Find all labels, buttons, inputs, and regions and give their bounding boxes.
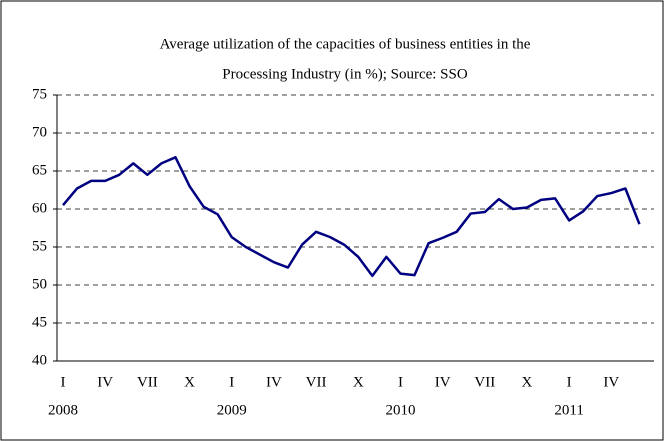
y-tick-label: 50 — [32, 276, 47, 292]
x-tick-label: I — [61, 374, 66, 390]
y-tick-label: 55 — [32, 238, 47, 254]
y-tick-label: 65 — [32, 162, 47, 178]
x-tick-label: VII — [474, 374, 495, 390]
x-tick-label: VII — [137, 374, 158, 390]
x-tick-label: IV — [266, 374, 282, 390]
y-tick-label: 70 — [32, 124, 47, 140]
year-label: 2008 — [48, 402, 78, 418]
y-tick-label: 45 — [32, 314, 47, 330]
chart-title: Processing Industry (in %); Source: SSO — [222, 66, 468, 82]
x-tick-label: X — [522, 374, 533, 390]
year-label: 2011 — [554, 402, 583, 418]
x-tick-label: I — [567, 374, 572, 390]
x-tick-label: X — [353, 374, 364, 390]
year-label: 2010 — [385, 402, 415, 418]
data-line — [62, 156, 641, 278]
year-label: 2009 — [217, 402, 247, 418]
x-tick-label: I — [398, 374, 403, 390]
y-tick-label: 40 — [32, 352, 47, 368]
x-tick-label: IV — [435, 374, 451, 390]
x-tick-label: IV — [97, 374, 113, 390]
x-tick-label: X — [184, 374, 195, 390]
chart-title: Average utilization of the capacities of… — [160, 36, 531, 52]
y-tick-label: 60 — [32, 200, 47, 216]
y-tick-label: 75 — [32, 86, 47, 102]
x-tick-label: I — [229, 374, 234, 390]
x-tick-label: VII — [306, 374, 327, 390]
x-tick-label: IV — [603, 374, 619, 390]
